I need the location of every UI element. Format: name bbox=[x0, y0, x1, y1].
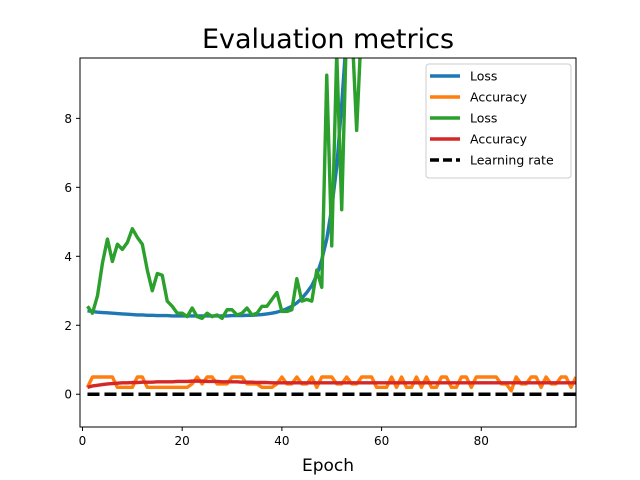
legend-label: Accuracy bbox=[470, 90, 528, 105]
legend-label: Learning rate bbox=[470, 153, 554, 168]
series-layer bbox=[85, 58, 576, 396]
axis-layer: 0 20 40 60 80 0 2 4 6 8 bbox=[64, 112, 489, 448]
x-tick-label: 60 bbox=[374, 434, 389, 448]
legend-label: Loss bbox=[470, 111, 497, 126]
x-tick-label: 40 bbox=[274, 434, 289, 448]
x-axis-label: Epoch bbox=[302, 456, 354, 476]
legend-label: Loss bbox=[470, 69, 497, 84]
y-tick-label: 8 bbox=[64, 112, 72, 126]
y-tick-label: 0 bbox=[64, 388, 72, 402]
legend: Loss Accuracy Loss Accuracy Learning rate bbox=[425, 63, 572, 179]
x-tick-label: 0 bbox=[79, 434, 87, 448]
legend-label: Accuracy bbox=[470, 132, 528, 147]
y-tick-label: 2 bbox=[64, 319, 72, 333]
series-line-3-loss bbox=[86, 58, 362, 321]
series-line-4-accuracy bbox=[87, 379, 576, 389]
plot-frame bbox=[79, 57, 577, 428]
y-tick-label: 6 bbox=[64, 181, 72, 195]
legend-box bbox=[425, 63, 572, 179]
x-tick-label: 80 bbox=[474, 434, 489, 448]
chart-title: Evaluation metrics bbox=[202, 24, 454, 55]
series-line-2-accuracy bbox=[85, 375, 576, 393]
x-tick-label: 20 bbox=[175, 434, 190, 448]
y-tick-label: 4 bbox=[64, 250, 72, 264]
series-line-1-loss bbox=[87, 58, 347, 318]
